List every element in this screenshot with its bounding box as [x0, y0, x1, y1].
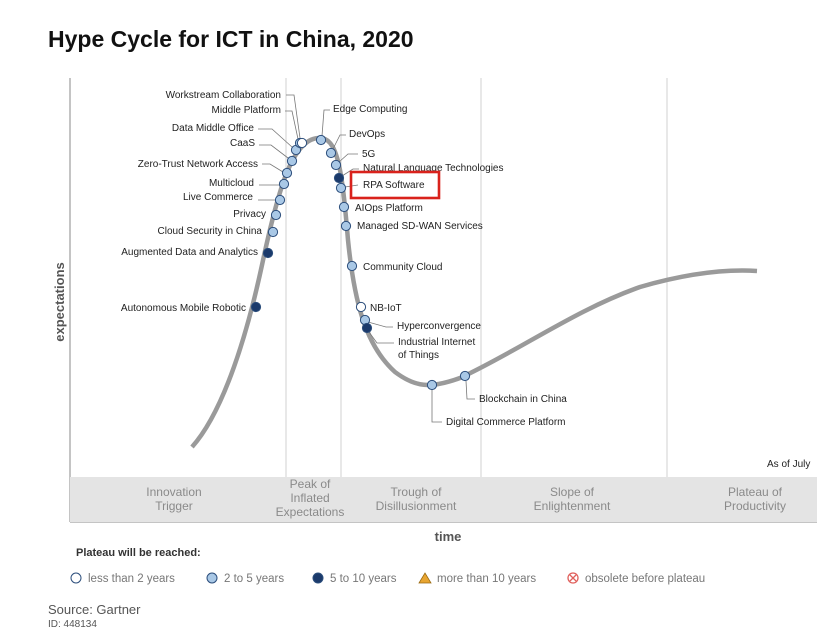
axes: time expectations As of July	[52, 262, 810, 544]
legend: Plateau will be reached: less than 2 year…	[70, 547, 705, 585]
legend-more-than-10-years-icon	[418, 572, 432, 584]
legend-5-to-10-years-label: 5 to 10 years	[330, 573, 397, 585]
label-industrial-internet-of-things: Industrial Internet of Things	[398, 337, 475, 361]
legend-less-than-2-years-label: less than 2 years	[88, 573, 175, 585]
phase-label-slope-of-enlightenment: Slope of Enlightenment	[534, 485, 611, 513]
phase-label-peak-of-inflated-expectations: Peak of Inflated Expectations	[276, 477, 345, 519]
marker-augmented-data-and-analytics	[262, 247, 274, 259]
leader-middle-platform	[285, 110, 299, 140]
marker-industrial-internet-of-things	[361, 322, 373, 334]
label-natural-language-technologies: Natural Language Technologies	[363, 163, 503, 174]
label-augmented-data-and-analytics: Augmented Data and Analytics	[121, 247, 258, 258]
marker-devops	[325, 147, 337, 159]
marker-digital-commerce-platform	[426, 379, 438, 391]
technology-labels: Autonomous Mobile Robotic Augmented Data …	[121, 90, 567, 428]
label-middle-platform: Middle Platform	[212, 105, 281, 116]
marker-natural-language-technologies	[333, 172, 345, 184]
technology-markers	[250, 134, 471, 391]
chart-title: Hype Cycle for ICT in China, 2020	[48, 26, 414, 52]
marker-community-cloud	[346, 260, 358, 272]
legend-obsolete-before-plateau-cross	[569, 574, 577, 582]
leader-natural-language-technologies	[341, 168, 359, 177]
leader-lines	[258, 94, 475, 423]
leader-data-middle-office	[258, 128, 293, 148]
label-blockchain-in-china: Blockchain in China	[479, 394, 567, 405]
leader-hyperconvergence	[367, 321, 393, 328]
label-workstream-collaboration: Workstream Collaboration	[166, 90, 281, 101]
legend-2-to-5-years-label: 2 to 5 years	[224, 573, 284, 585]
label-hyperconvergence: Hyperconvergence	[397, 321, 481, 332]
label-community-cloud: Community Cloud	[363, 262, 442, 273]
marker-nb-iot	[355, 301, 367, 313]
leader-industrial-internet-of-things	[368, 331, 394, 344]
marker-managed-sd-wan-services	[340, 220, 352, 232]
y-axis-label: expectations	[52, 262, 67, 341]
label-5g: 5G	[362, 149, 376, 160]
label-zero-trust-network-access: Zero-Trust Network Access	[138, 159, 258, 170]
x-axis-label: time	[435, 529, 462, 544]
label-nb-iot: NB-IoT	[370, 303, 402, 314]
label-autonomous-mobile-robotic: Autonomous Mobile Robotic	[121, 303, 246, 314]
legend-title: Plateau will be reached:	[76, 547, 201, 559]
label-aiops-platform: AIOps Platform	[355, 203, 423, 214]
leader-edge-computing	[321, 109, 330, 137]
highlight-box	[349, 170, 441, 200]
legend-2-to-5-years-icon	[206, 572, 218, 584]
legend-more-than-10-years-label: more than 10 years	[437, 573, 536, 585]
label-cloud-security-in-china: Cloud Security in China	[158, 226, 263, 237]
hype-cycle-chart: Innovation Trigger Peak of Inflated Expectat…	[52, 78, 817, 585]
marker-cloud-security-in-china	[267, 226, 279, 238]
label-edge-computing: Edge Computing	[333, 104, 408, 115]
marker-edge-computing	[315, 134, 327, 146]
marker-rpa-software	[335, 182, 347, 194]
legend-less-than-2-years-icon	[70, 572, 82, 584]
document-id: ID: 448134	[48, 619, 97, 630]
phase-band-bg	[70, 477, 817, 522]
label-privacy: Privacy	[233, 209, 266, 220]
label-rpa-software: RPA Software	[363, 180, 425, 191]
leader-blockchain-in-china	[465, 380, 475, 400]
label-caas: CaaS	[230, 138, 255, 149]
marker-privacy	[270, 209, 282, 221]
legend-5-to-10-years-icon	[312, 572, 324, 584]
source-note: Source: Gartner	[48, 602, 141, 617]
chart-frame	[69, 78, 817, 523]
hype-curve	[190, 135, 758, 449]
label-data-middle-office: Data Middle Office	[172, 123, 255, 134]
marker-zero-trust-network-access	[281, 167, 293, 179]
label-managed-sd-wan-services: Managed SD-WAN Services	[357, 221, 483, 232]
marker-autonomous-mobile-robotic	[250, 301, 262, 313]
marker-blockchain-in-china	[459, 370, 471, 382]
phase-band: Innovation Trigger Peak of Inflated Expectat…	[70, 477, 817, 522]
marker-workstream-collaboration	[296, 137, 308, 149]
label-multicloud: Multicloud	[209, 178, 254, 189]
leader-digital-commerce-platform	[431, 390, 442, 423]
phase-label-plateau-of-productivity: Plateau of Productivity	[724, 485, 786, 513]
marker-multicloud	[278, 178, 290, 190]
label-devops: DevOps	[349, 129, 385, 140]
leader-devops	[332, 134, 346, 150]
marker-live-commerce	[274, 194, 286, 206]
leader-workstream-collaboration	[286, 94, 301, 139]
as-of-label: As of July	[767, 459, 810, 470]
legend-obsolete-before-plateau-label: obsolete before plateau	[585, 573, 705, 585]
leader-5g	[338, 153, 358, 163]
label-live-commerce: Live Commerce	[183, 192, 253, 203]
leader-caas	[259, 144, 289, 159]
marker-aiops-platform	[338, 201, 350, 213]
marker-caas	[286, 155, 298, 167]
leader-zero-trust-network-access	[262, 163, 284, 173]
phase-label-trough-of-disillusionment: Trough of Disillusionment	[376, 485, 457, 513]
marker-5g	[330, 159, 342, 171]
label-digital-commerce-platform: Digital Commerce Platform	[446, 417, 565, 428]
phase-label-innovation-trigger: Innovation Trigger	[146, 485, 201, 513]
